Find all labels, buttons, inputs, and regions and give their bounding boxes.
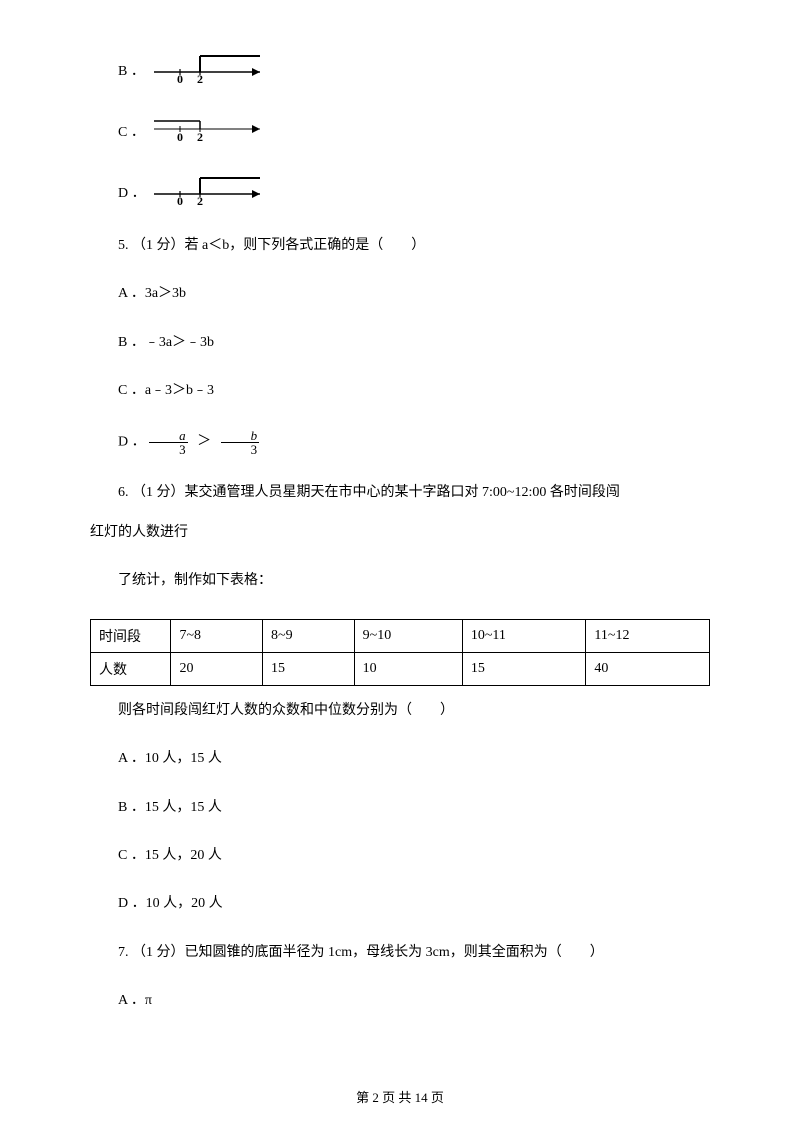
table-cell: 11~12 bbox=[586, 619, 710, 652]
q7-stem: 7. （1 分）已知圆锥的底面半径为 1cm，母线长为 3cm，则其全面积为（ … bbox=[90, 942, 710, 964]
table-cell: 20 bbox=[171, 652, 263, 685]
fraction-b-over-3: b 3 bbox=[221, 429, 260, 456]
greater-than-symbol: ＞ bbox=[197, 434, 211, 449]
table-cell: 7~8 bbox=[171, 619, 263, 652]
option-label: B ． bbox=[90, 60, 150, 80]
q6-table: 时间段 7~8 8~9 9~10 10~11 11~12 人数 20 15 10… bbox=[90, 619, 710, 686]
table-cell: 时间段 bbox=[91, 619, 171, 652]
fraction-a-over-3: a 3 bbox=[149, 429, 188, 456]
q6-stem-line1b: 红灯的人数进行 bbox=[90, 522, 710, 544]
q4-option-d: D ． 0 2 bbox=[90, 172, 710, 211]
q5-option-a: A ．3a＞3b bbox=[90, 283, 710, 305]
q6-tail: 则各时间段闯红灯人数的众数和中位数分别为（ ） bbox=[90, 700, 710, 722]
option-label: C ． bbox=[90, 121, 150, 141]
svg-text:0: 0 bbox=[177, 72, 183, 84]
q6-option-d: D ．10 人，20 人 bbox=[90, 893, 710, 915]
table-cell: 人数 bbox=[91, 652, 171, 685]
q5-option-b: B ．﹣3a＞﹣3b bbox=[90, 332, 710, 354]
svg-text:2: 2 bbox=[197, 72, 203, 84]
page-footer: 第 2 页 共 14 页 bbox=[0, 1087, 800, 1106]
q4-option-b: B ． 0 2 bbox=[90, 50, 710, 89]
table-cell: 10~11 bbox=[462, 619, 586, 652]
table-cell: 9~10 bbox=[354, 619, 462, 652]
table-cell: 8~9 bbox=[263, 619, 355, 652]
q6-stem-line1: 6. （1 分）某交通管理人员星期天在市中心的某十字路口对 7:00~12:00… bbox=[90, 482, 710, 504]
svg-text:0: 0 bbox=[177, 194, 183, 206]
table-cell: 10 bbox=[354, 652, 462, 685]
q4-option-c: C ． 0 2 bbox=[90, 113, 710, 148]
svg-text:2: 2 bbox=[197, 194, 203, 206]
q7-option-a: A ．π bbox=[90, 990, 710, 1012]
option-label: D ． bbox=[118, 434, 146, 449]
table-row: 时间段 7~8 8~9 9~10 10~11 11~12 bbox=[91, 619, 710, 652]
q6-option-a: A ．10 人，15 人 bbox=[90, 748, 710, 770]
svg-text:0: 0 bbox=[177, 130, 183, 143]
q5-stem: 5. （1 分）若 a＜b，则下列各式正确的是（ ） bbox=[90, 235, 710, 257]
number-line-icon: 0 2 bbox=[150, 113, 270, 148]
q6-option-c: C ．15 人，20 人 bbox=[90, 845, 710, 867]
q5-option-d: D ． a 3 ＞ b 3 bbox=[90, 429, 710, 456]
number-line-icon: 0 2 bbox=[150, 50, 270, 89]
table-row: 人数 20 15 10 15 40 bbox=[91, 652, 710, 685]
number-line-icon: 0 2 bbox=[150, 172, 270, 211]
table-cell: 15 bbox=[462, 652, 586, 685]
q6-option-b: B ．15 人，15 人 bbox=[90, 797, 710, 819]
table-cell: 40 bbox=[586, 652, 710, 685]
svg-text:2: 2 bbox=[197, 130, 203, 143]
option-label: D ． bbox=[90, 182, 150, 202]
q5-option-c: C ．a﹣3＞b﹣3 bbox=[90, 380, 710, 402]
table-cell: 15 bbox=[263, 652, 355, 685]
q6-stem-line2: 了统计，制作如下表格： bbox=[90, 570, 710, 592]
